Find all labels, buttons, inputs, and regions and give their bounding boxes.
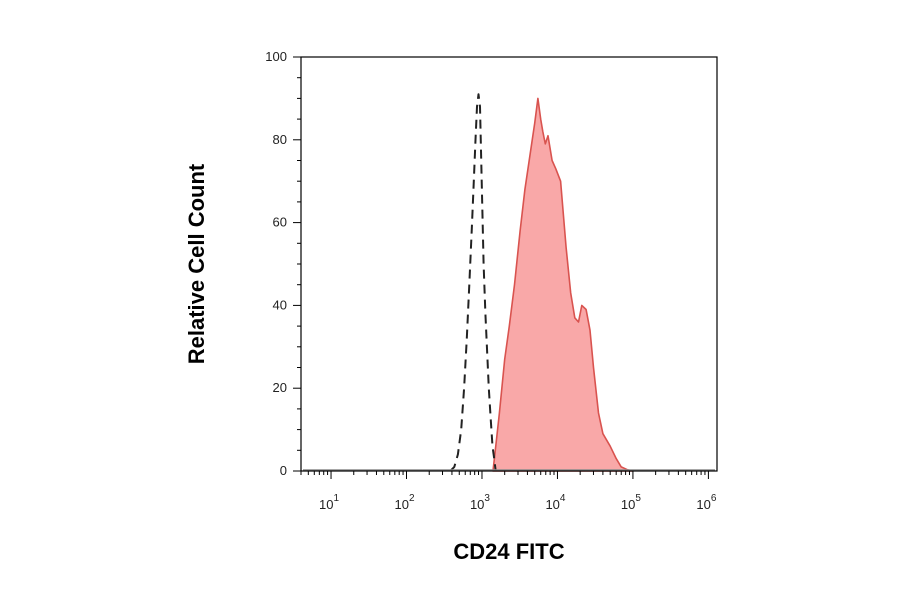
series-0-area	[492, 97, 634, 472]
x-axis-title: CD24 FITC	[453, 539, 564, 564]
x-tick-base: 10	[696, 497, 710, 512]
x-tick-base: 10	[319, 497, 333, 512]
x-tick-label: 105	[621, 493, 641, 512]
x-tick-exponent: 5	[635, 493, 641, 504]
x-tick-base: 10	[394, 497, 408, 512]
y-tick-label: 80	[273, 132, 287, 147]
x-tick-exponent: 1	[333, 493, 339, 504]
y-tick-label: 0	[280, 463, 287, 478]
series-layer	[303, 93, 715, 472]
x-tick-label: 104	[545, 493, 565, 512]
y-tick-label: 20	[273, 380, 287, 395]
x-tick-exponent: 3	[484, 493, 490, 504]
x-axis: 101 102 103 104 105 106	[300, 471, 717, 512]
y-axis-title: Relative Cell Count	[184, 163, 209, 364]
x-tick-label: 106	[696, 493, 716, 512]
x-tick-base: 10	[621, 497, 635, 512]
y-axis: 0 20 40 60 80 100	[265, 49, 301, 478]
x-tick-label: 103	[470, 493, 490, 512]
series-1-line	[449, 93, 497, 472]
x-tick-exponent: 4	[560, 493, 566, 504]
x-tick-exponent: 2	[409, 493, 415, 504]
x-tick-label: 102	[394, 493, 414, 512]
x-tick-base: 10	[545, 497, 559, 512]
x-tick-base: 10	[470, 497, 484, 512]
x-tick-exponent: 6	[711, 493, 717, 504]
y-tick-label: 100	[265, 49, 287, 64]
x-tick-label: 101	[319, 493, 339, 512]
y-tick-label: 60	[273, 215, 287, 230]
y-tick-label: 40	[273, 297, 287, 312]
